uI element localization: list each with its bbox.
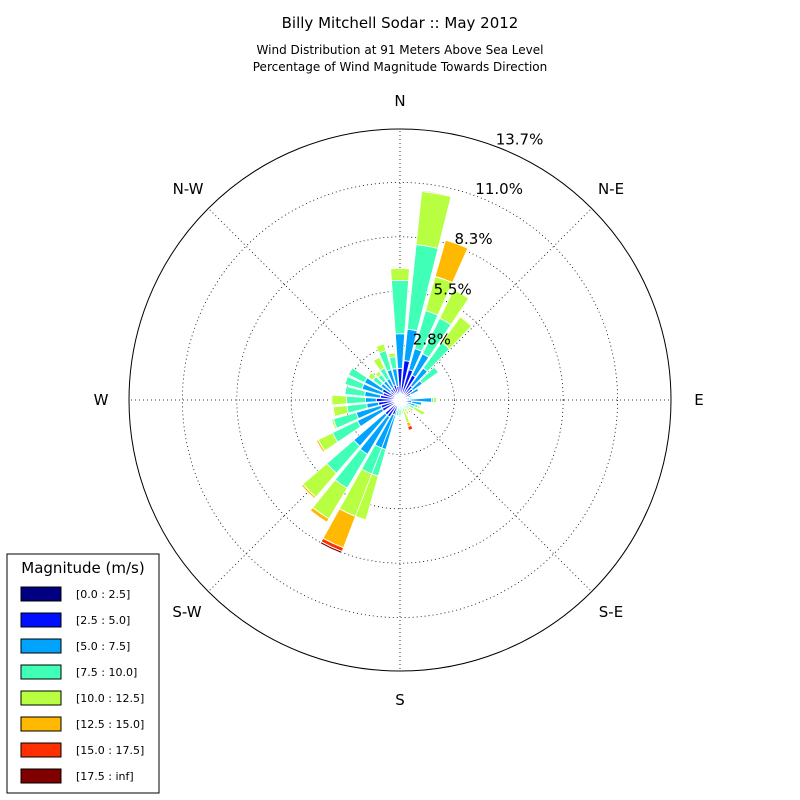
- wind-bar-segment: [398, 415, 402, 418]
- wind-bar-segment: [390, 268, 410, 282]
- spoke-line: [208, 208, 401, 401]
- wind-bar-segment: [421, 189, 452, 198]
- direction-label-s: S: [395, 691, 405, 709]
- wind-bar-segment: [416, 404, 421, 410]
- legend-swatch: [20, 586, 62, 602]
- wind-bar-segment: [300, 483, 317, 500]
- wind-bar-segment: [439, 289, 470, 326]
- wind-bar-segment: [390, 279, 410, 335]
- ring-label: 2.8%: [413, 331, 451, 349]
- wind-bars: [300, 189, 473, 554]
- wind-bar-segment: [330, 418, 338, 430]
- wind-bar-segment: [410, 400, 423, 406]
- outer-ring: [128, 128, 672, 672]
- ring-label: 5.5%: [434, 281, 472, 299]
- legend-swatch: [20, 742, 62, 758]
- wind-bar-segment: [419, 366, 440, 385]
- legend-label: [2.5 : 5.0]: [76, 614, 130, 627]
- direction-label-sw: S-W: [172, 603, 201, 621]
- wind-bar-segment: [433, 396, 438, 404]
- wind-bar-segment: [409, 396, 413, 400]
- legend-label: [0.0 : 2.5]: [76, 588, 130, 601]
- wind-bar-segment: [407, 406, 415, 413]
- legend-label: [5.0 : 7.5]: [76, 640, 130, 653]
- wind-bar-segment: [344, 385, 367, 397]
- ring-circle: [181, 181, 619, 619]
- wind-bar-segment: [309, 506, 330, 523]
- wind-bar-segment: [364, 397, 377, 403]
- ring-circle: [236, 236, 564, 564]
- ring-label: 11.0%: [475, 180, 523, 198]
- direction-label-n: N: [394, 92, 405, 110]
- wind-bar-segment: [366, 371, 373, 378]
- wind-bar-segment: [394, 333, 406, 369]
- legend-label: [17.5 : inf]: [76, 770, 134, 783]
- legend: Magnitude (m/s) [0.0 : 2.5] [2.5 : 5.0] [5…: [6, 553, 160, 794]
- wind-bar-segment: [409, 387, 420, 396]
- legend-swatch: [20, 768, 62, 784]
- direction-label-se: S-E: [599, 603, 623, 621]
- wind-bar-segment: [374, 370, 383, 378]
- chart-subtitle-line-2: Percentage of Wind Magnitude Towards Dir…: [253, 60, 547, 74]
- legend-title: Magnitude (m/s): [21, 559, 144, 577]
- wind-bar-segment: [408, 428, 414, 432]
- wind-bar-segment: [406, 412, 411, 416]
- direction-label-ne: N-E: [598, 180, 624, 198]
- wind-bar-segment: [331, 394, 348, 406]
- legend-label: [15.0 : 17.5]: [76, 744, 144, 757]
- legend-swatch: [20, 690, 62, 706]
- wind-bar-segment: [331, 406, 336, 418]
- wind-bar-segment: [347, 367, 368, 384]
- spoke-line: [399, 399, 592, 592]
- wind-bar-segment: [319, 541, 343, 554]
- wind-bar-segment: [412, 406, 426, 417]
- legend-label: [7.5 : 10.0]: [76, 666, 137, 679]
- direction-label-w: W: [94, 391, 109, 409]
- wind-bar-segment: [315, 439, 326, 453]
- wind-bar-segment: [372, 356, 385, 372]
- legend-label: [10.0 : 12.5]: [76, 692, 144, 705]
- wind-bar-segment: [330, 394, 333, 406]
- wind-bar-segment: [332, 405, 349, 417]
- chart-title: Billy Mitchell Sodar :: May 2012: [282, 14, 519, 32]
- wind-bar-segment: [343, 375, 349, 385]
- direction-label-e: E: [694, 391, 703, 409]
- wind-bar-segment: [346, 395, 366, 405]
- wind-bar-segment: [407, 409, 412, 414]
- legend-items: [0.0 : 2.5] [2.5 : 5.0] [5.0 : 7.5] [7.5 : …: [20, 586, 144, 784]
- chart-subtitle-line-1: Wind Distribution at 91 Meters Above Sea…: [257, 43, 544, 57]
- ring-circle: [345, 345, 455, 455]
- legend-label: [12.5 : 15.0]: [76, 718, 144, 731]
- legend-swatch: [20, 716, 62, 732]
- ring-label: 13.7%: [496, 131, 544, 149]
- wind-bar-segment: [375, 343, 387, 354]
- wind-bar-segment: [434, 239, 469, 284]
- wind-bar-segment: [387, 352, 396, 359]
- ring-label: 8.3%: [455, 230, 493, 248]
- wind-bar-segment: [459, 315, 473, 327]
- direction-label-nw: N-W: [173, 180, 204, 198]
- legend-swatch: [20, 612, 62, 628]
- radial-labels: 2.8% 5.5% 8.3% 11.0% 13.7%: [413, 131, 544, 349]
- legend-swatch: [20, 664, 62, 680]
- legend-swatch: [20, 638, 62, 654]
